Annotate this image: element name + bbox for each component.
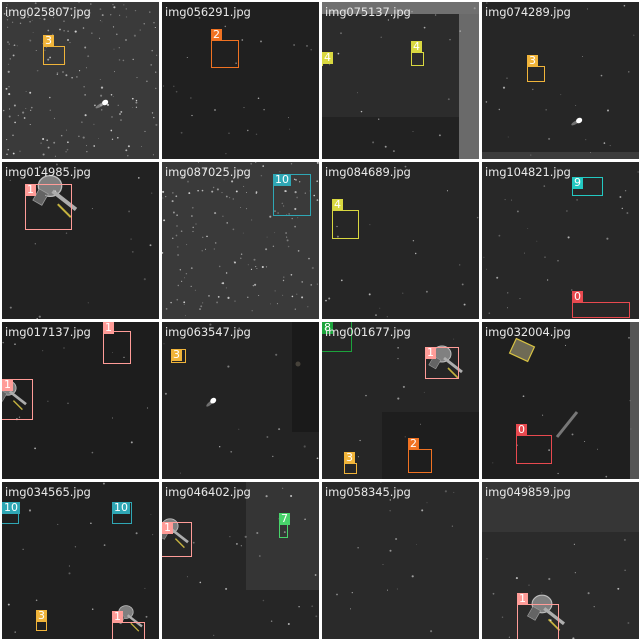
image-filename: img025807.jpg [5,5,91,19]
class-label: 4 [332,198,343,211]
class-label: 0 [516,423,527,436]
class-label: 4 [411,40,422,53]
class-label: 2 [408,437,419,450]
tile-image [322,482,479,639]
class-label: 3 [43,34,54,47]
tile-image [322,2,479,159]
image-tile[interactable]: img104821.jpg 9 0 [482,162,639,319]
image-filename: img032004.jpg [485,325,571,339]
image-filename: img001677.jpg [325,325,411,339]
class-label: 1 [517,592,528,605]
bounding-box[interactable] [516,435,552,464]
image-filename: img058345.jpg [325,485,411,499]
image-tile[interactable]: img017137.jpg 1 1 [2,322,159,479]
bounding-box[interactable] [2,379,33,420]
image-filename: img017137.jpg [5,325,91,339]
image-tile[interactable]: img087025.jpg 10 [162,162,319,319]
image-filename: img049859.jpg [485,485,571,499]
bounding-box[interactable] [112,622,145,639]
image-tile[interactable]: img056291.jpg 2 [162,2,319,159]
bounding-box[interactable] [103,331,131,364]
tile-image [2,2,159,159]
class-label: 1 [425,346,436,359]
image-tile[interactable]: img025807.jpg 3 [2,2,159,159]
class-label: 10 [2,501,20,514]
class-label: 3 [36,609,47,622]
image-filename: img075137.jpg [325,5,411,19]
bounding-box[interactable] [36,621,47,631]
image-filename: img087025.jpg [165,165,251,179]
image-tile[interactable]: img075137.jpg 4 4 [322,2,479,159]
image-filename: img046402.jpg [165,485,251,499]
tile-image [162,162,319,319]
bounding-box[interactable] [344,463,357,474]
class-label: 4 [322,51,333,64]
bounding-box[interactable] [273,174,311,216]
image-tile[interactable]: img032004.jpg 0 [482,322,639,479]
tile-image [482,162,639,319]
bounding-box[interactable] [43,46,65,65]
class-label: 1 [25,183,36,196]
class-label: 3 [527,54,538,67]
tile-image [162,482,319,639]
bounding-box[interactable] [411,52,424,66]
tile-image [322,162,479,319]
class-label: 1 [162,521,173,534]
tile-image [482,322,639,479]
bounding-box[interactable] [425,347,459,379]
tile-image [162,2,319,159]
bounding-box[interactable] [332,210,359,239]
tile-image [482,482,639,639]
bounding-box[interactable] [408,449,432,473]
image-filename: img056291.jpg [165,5,251,19]
class-label: 7 [279,512,290,525]
bounding-box[interactable] [25,184,72,230]
image-tile[interactable]: img014985.jpg 1 [2,162,159,319]
image-tile[interactable]: img001677.jpg 8 1 2 3 [322,322,479,479]
bounding-box[interactable] [211,40,239,68]
image-filename: img014985.jpg [5,165,91,179]
image-tile[interactable]: img049859.jpg 1 [482,482,639,639]
bounding-box[interactable] [322,322,352,352]
class-label: 9 [572,176,583,189]
class-label: 10 [273,173,291,186]
image-tile[interactable]: img084689.jpg 4 [322,162,479,319]
image-tile[interactable]: img074289.jpg 3 [482,2,639,159]
bounding-box[interactable] [162,522,192,557]
class-label: 10 [112,501,130,514]
class-label: 1 [103,322,114,334]
class-label: 3 [171,348,182,361]
image-filename: img034565.jpg [5,485,91,499]
tile-image [2,482,159,639]
bounding-box[interactable] [279,524,288,538]
image-tile[interactable]: img034565.jpg 10 10 3 1 [2,482,159,639]
bounding-box[interactable] [572,302,630,318]
class-label: 3 [344,451,355,464]
image-tile[interactable]: img063547.jpg 3 [162,322,319,479]
image-tile[interactable]: img046402.jpg 1 7 [162,482,319,639]
image-filename: img104821.jpg [485,165,571,179]
class-label: 8 [322,322,333,334]
bounding-box[interactable] [517,604,559,639]
tile-image [162,322,319,479]
image-tile[interactable]: img058345.jpg [322,482,479,639]
image-filename: img063547.jpg [165,325,251,339]
class-label: 1 [2,378,13,391]
bounding-box[interactable] [527,66,545,82]
image-filename: img084689.jpg [325,165,411,179]
class-label: 2 [211,28,222,41]
class-label: 0 [572,290,583,303]
tile-image [482,2,639,159]
class-label: 1 [112,610,123,623]
image-filename: img074289.jpg [485,5,571,19]
